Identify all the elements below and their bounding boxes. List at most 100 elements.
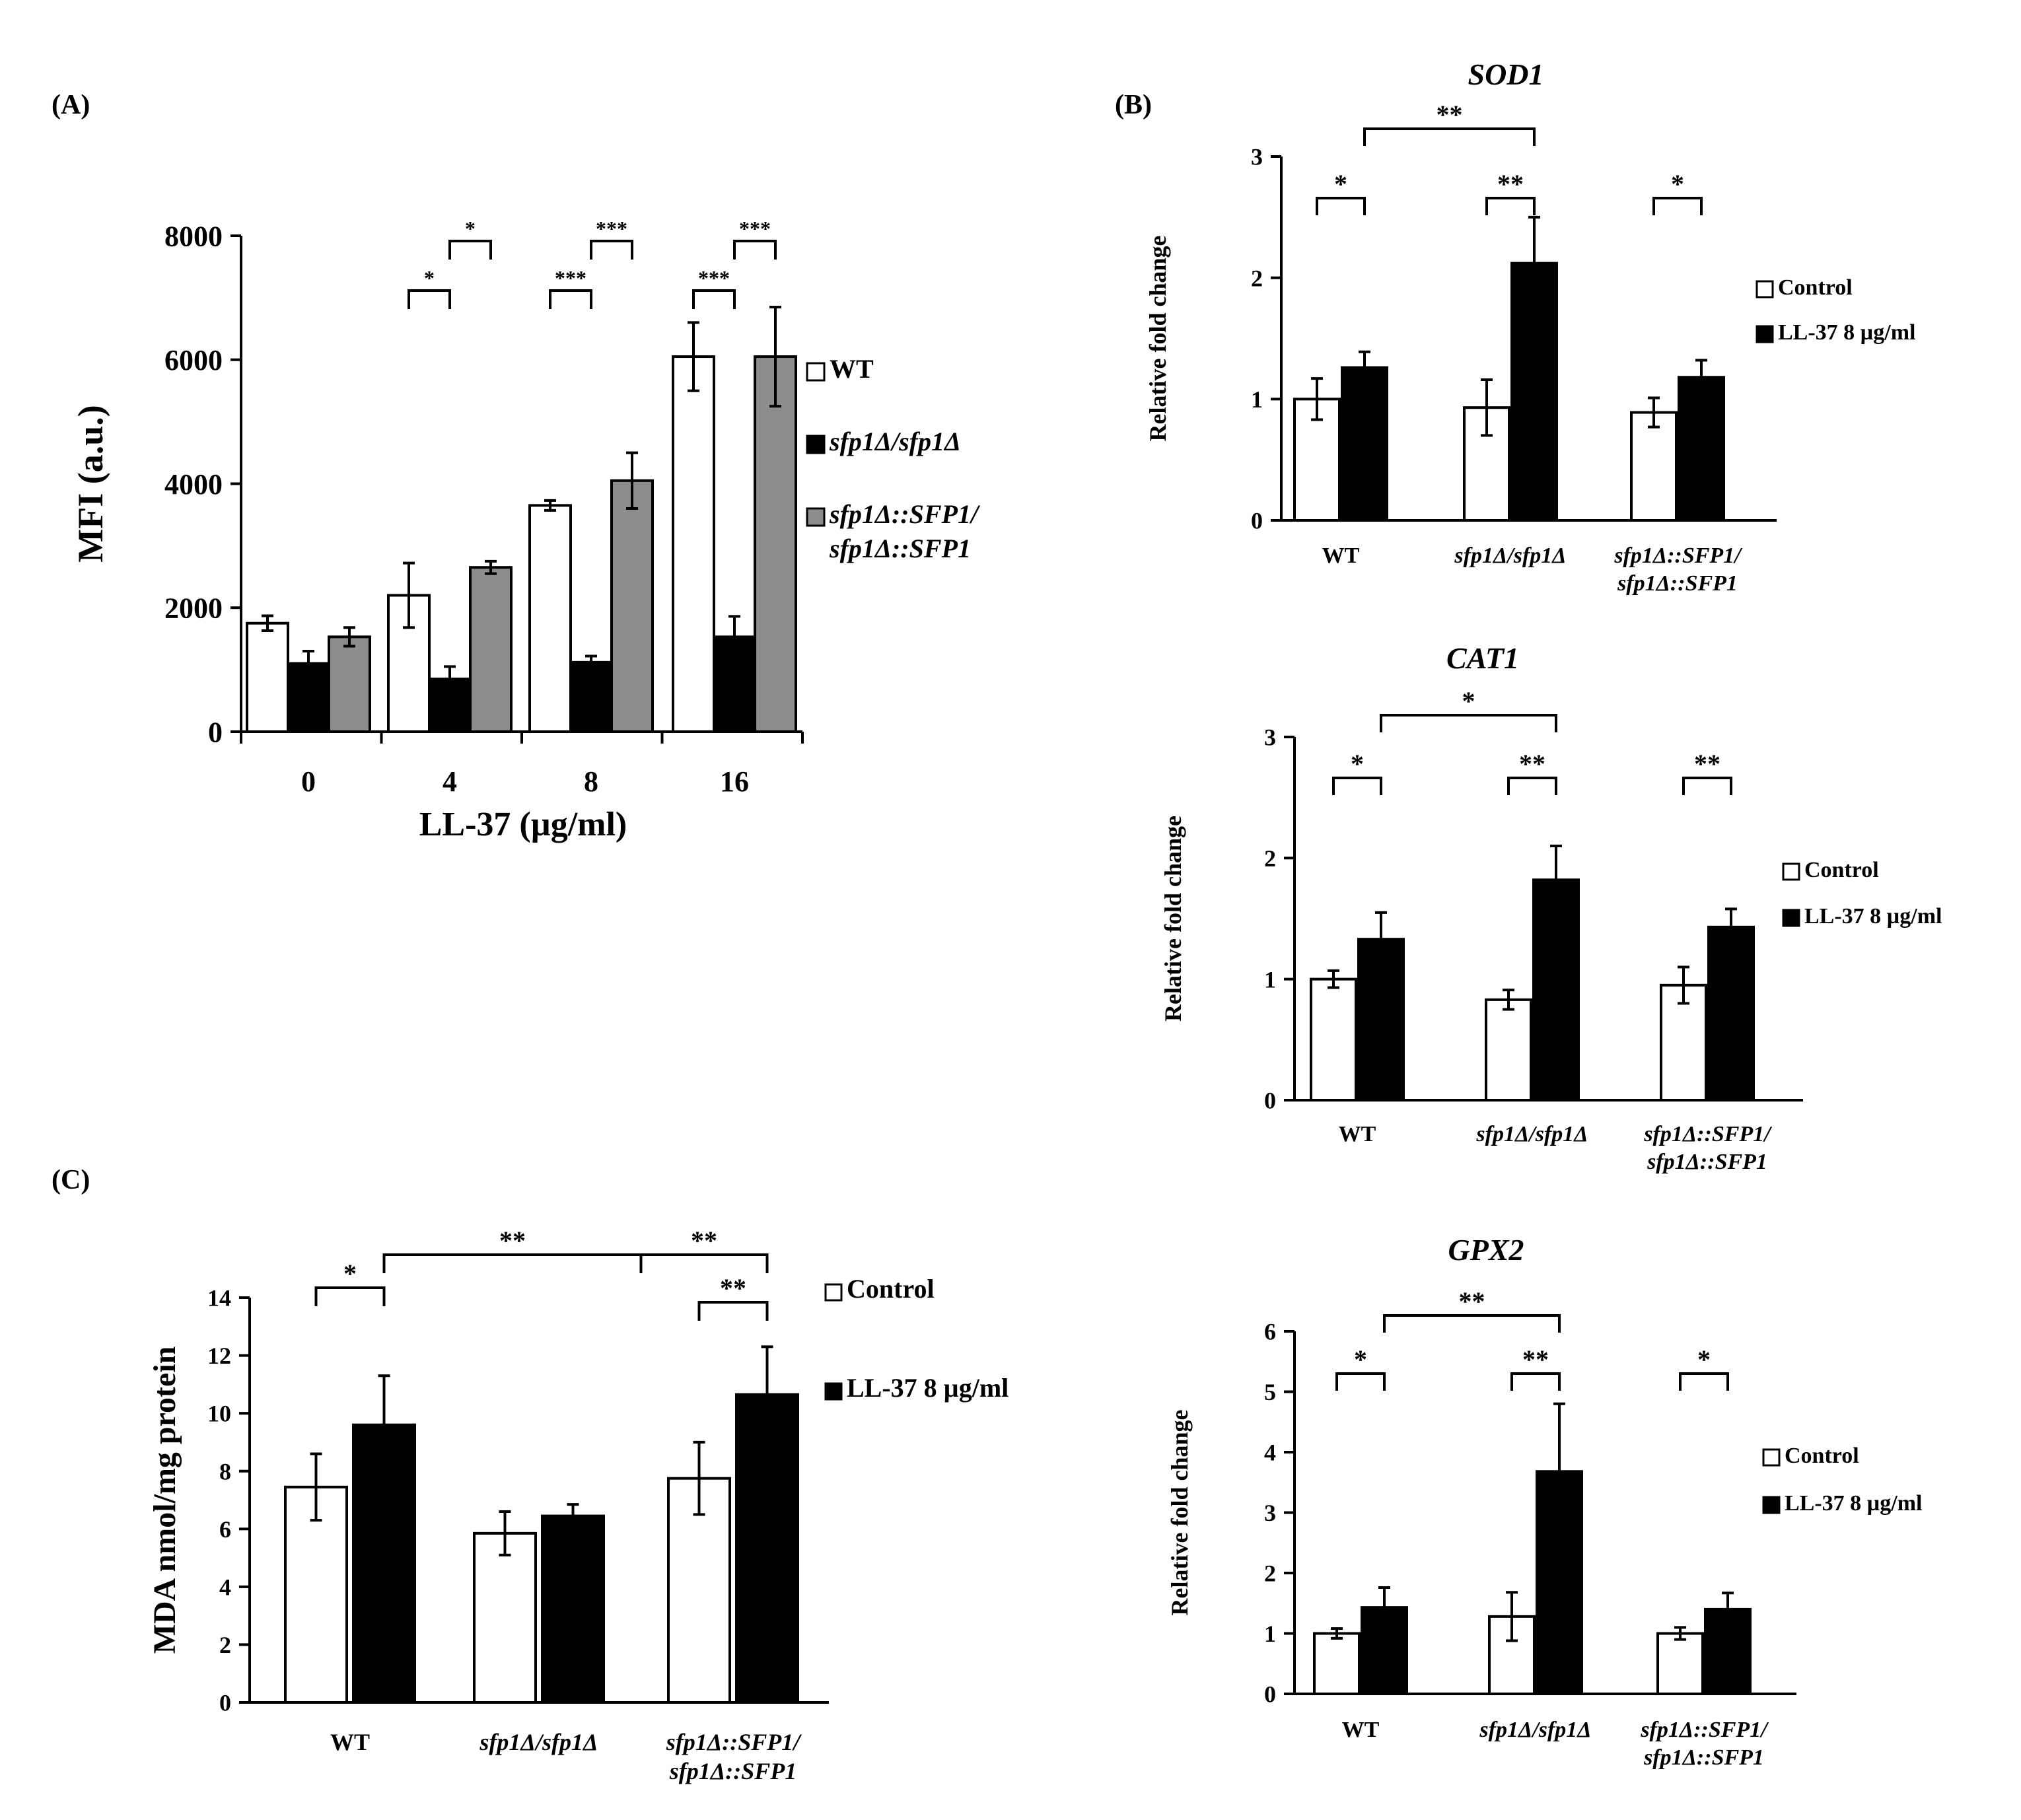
y-axis-label: Relative fold change [1145,236,1171,442]
significance-bracket [1679,1372,1729,1391]
significance-label: ** [720,1273,746,1303]
significance-bracket [590,240,633,260]
chart-panel-b1: (B) SOD1 0 1 2 3 Relative fold change WT sfp1Δ/s… [1115,57,1915,596]
legend-swatch [1762,1496,1781,1514]
significance-bracket [1383,1314,1561,1333]
x-tick-label: sfp1Δ/sfp1Δ [479,1729,598,1755]
legend-swatch [1762,1448,1781,1467]
bar [328,635,371,734]
significance-label: * [343,1259,357,1288]
y-tick-label: 3 [1251,144,1263,170]
y-tick-label: 6 [1264,1319,1276,1345]
legend-label: sfp1Δ::SFP1 [829,534,971,563]
significance-label: *** [698,266,730,290]
y-tick-label: 10 [207,1401,231,1427]
y-tick-label: 4 [219,1574,231,1600]
y-tick-label: 0 [1251,508,1263,534]
legend-label: LL-37 8 µg/ml [1785,1491,1922,1516]
significance-bracket [1335,1372,1386,1391]
legend-label: Control [1804,858,1879,882]
chart-title: CAT1 [1446,641,1519,675]
bar [1313,1632,1361,1695]
y-tick-label: 1 [1264,966,1276,993]
significance-bracket [448,240,492,260]
bar [754,355,797,733]
significance-bracket [692,289,736,309]
significance-label: ** [1497,169,1524,199]
significance-bracket [697,1301,769,1321]
significance-bracket [382,1253,643,1273]
bar [473,1531,537,1704]
y-tick-label: 2000 [164,592,223,625]
x-axis-label: LL-37 (µg/ml) [419,806,627,843]
significance-label: *** [596,217,627,240]
x-tick-label: 8 [584,765,598,798]
y-tick-label: 2 [219,1632,231,1658]
legend-label: sfp1Δ::SFP1/ [829,499,981,529]
significance-bracket [1507,777,1557,795]
significance-label: * [1334,169,1347,199]
y-tick-label: 0 [219,1690,231,1716]
bar [1485,998,1532,1102]
legend-label: LL-37 8 µg/ml [847,1373,1009,1403]
legend-swatch [1755,325,1774,343]
y-tick-label: 1 [1251,386,1263,413]
significance-bracket [1363,127,1536,146]
panel-label: (C) [52,1165,90,1195]
x-tick-label: sfp1Δ::SFP1/ [1640,1718,1769,1742]
bar [1310,977,1357,1102]
y-tick-label: 3 [1264,1500,1276,1526]
x-tick-label: sfp1Δ::SFP1 [1643,1745,1764,1770]
legend-swatch [1782,862,1800,881]
y-tick-label: 0 [1264,1681,1276,1708]
y-tick-label: 4 [1264,1440,1276,1466]
y-tick-label: 2 [1251,265,1263,291]
bar [1656,1632,1704,1695]
bar [610,479,654,734]
y-tick-label: 8 [219,1458,231,1485]
y-tick-label: 8000 [164,220,223,252]
x-tick-label: sfp1Δ::SFP1/ [1613,543,1743,568]
y-axis-label: Relative fold change [1166,1410,1193,1616]
bar [528,504,572,733]
x-tick-label: sfp1Δ/sfp1Δ [1475,1122,1588,1146]
y-tick-label: 5 [1264,1379,1276,1405]
bar [672,355,715,733]
legend-swatch [806,362,826,382]
legend-swatch [806,507,826,527]
x-tick-label: sfp1Δ::SFP1/ [1643,1122,1773,1146]
significance-label: * [1354,1345,1367,1374]
significance-bracket [1380,714,1557,732]
legend-label: Control [847,1274,935,1304]
x-tick-label: sfp1Δ/sfp1Δ [1479,1718,1591,1742]
chart-panel-b3: GPX2 0 1 2 3 4 5 6 Relative fold change WT sfp1Δ/s… [1166,1233,1922,1770]
bar [469,566,513,734]
x-tick-label: WT [1342,1718,1380,1742]
bar [569,660,613,733]
x-tick-label: 0 [301,765,316,798]
y-tick-label: 0 [1264,1088,1276,1114]
bar [246,621,289,733]
significance-bracket [314,1286,386,1306]
y-tick-label: 6 [219,1516,231,1543]
significance-label: ** [499,1226,526,1255]
bar [735,1393,799,1704]
legend-swatch [824,1283,843,1302]
significance-bracket [1332,777,1382,795]
chart-title: GPX2 [1448,1233,1524,1267]
significance-bracket [639,1253,769,1273]
y-axis-label: Relative fold change [1160,816,1186,1022]
bar [1707,925,1755,1102]
x-tick-label: 4 [443,765,457,798]
y-tick-label: 1 [1264,1621,1276,1647]
legend-label: LL-37 8 µg/ml [1804,904,1942,928]
x-tick-label: sfp1Δ::SFP1 [1617,571,1738,596]
significance-bracket [1652,197,1703,215]
significance-label: *** [555,266,586,290]
chart-title: SOD1 [1468,57,1543,91]
y-tick-label: 6000 [164,344,223,376]
significance-bracket [549,289,592,309]
significance-label: * [1462,686,1475,716]
legend-swatch [806,435,826,454]
